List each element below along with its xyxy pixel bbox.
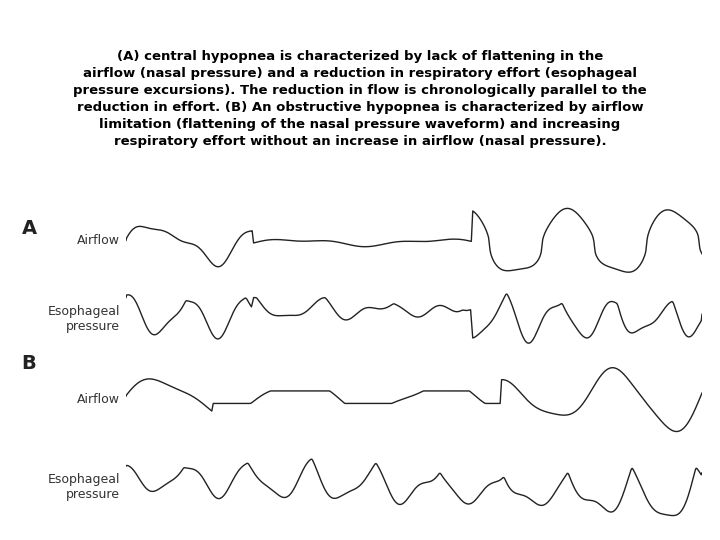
Text: Esophageal
pressure: Esophageal pressure	[48, 305, 120, 333]
Text: Airflow: Airflow	[77, 234, 120, 247]
Text: Airflow: Airflow	[77, 393, 120, 406]
Text: A: A	[22, 219, 37, 238]
Text: B: B	[22, 354, 36, 373]
Text: Esophageal
pressure: Esophageal pressure	[48, 474, 120, 501]
Text: (A) central hypopnea is characterized by lack of flattening in the
airflow (nasa: (A) central hypopnea is characterized by…	[73, 50, 647, 147]
